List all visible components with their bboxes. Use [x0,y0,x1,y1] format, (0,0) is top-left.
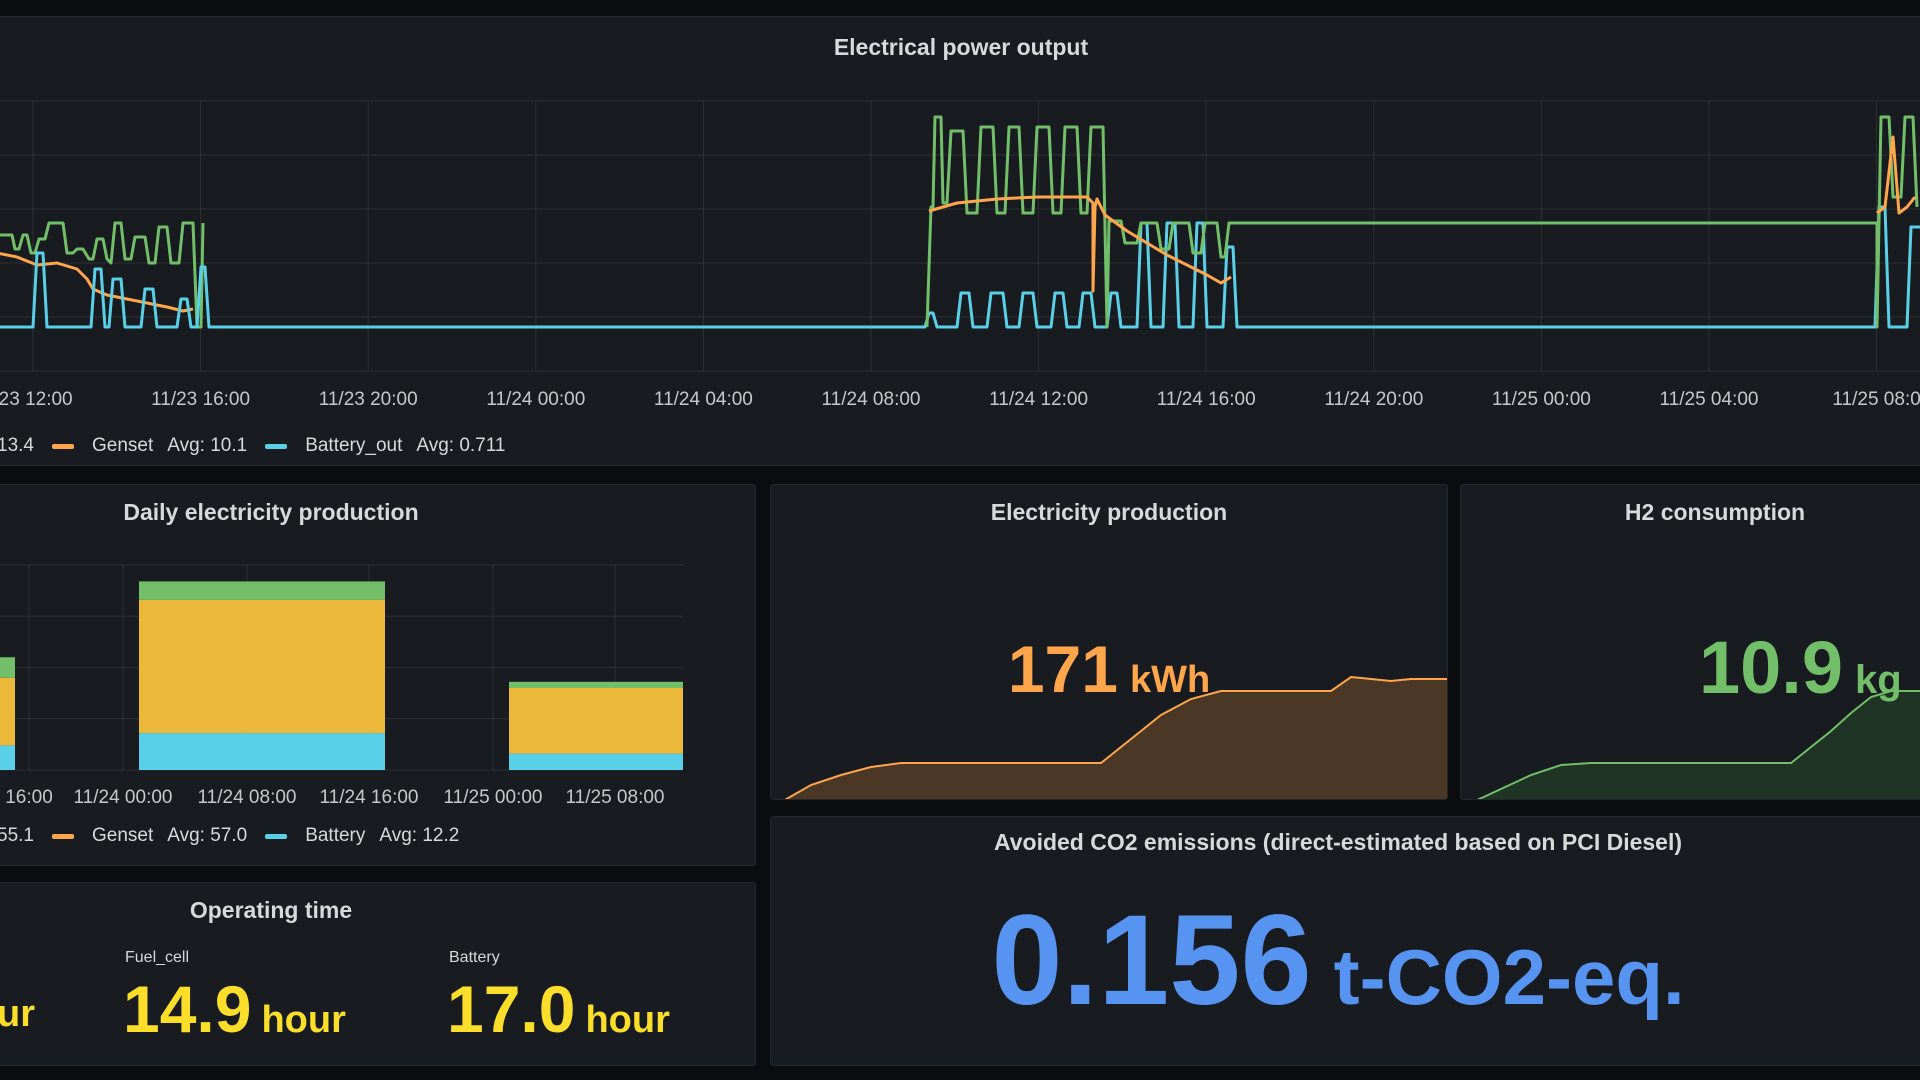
bar-segment-genset [139,599,385,734]
daily-legend: 55.1 Genset Avg: 57.0 Battery Avg: 12.2 [0,825,459,847]
panel-title: Electricity production [990,499,1228,525]
legend-swatch-genset [51,443,74,449]
series-line-genset-b [928,195,1232,293]
x-tick-label: 11/25 08:00 [566,787,665,808]
bar-segment-battery [139,733,385,770]
legend-avg-battery-out: Avg: 0.711 [416,435,506,456]
x-tick-label: 11/25 04:00 [1660,389,1759,410]
stat-unit: ur [0,993,35,1035]
power-output-panel: Electrical power output /23 12:00 11/23 1… [0,16,1920,466]
stat-unit: hour [585,999,670,1041]
panel-title: Daily electricity production [123,499,419,525]
avoided-co2-panel: Avoided CO2 emissions (direct-estimated … [770,816,1920,1066]
legend-swatch-genset [51,833,74,839]
stat-value: 0.156 [991,889,1312,1032]
x-tick-label: 11/23 20:00 [319,389,418,410]
legend-item-fuel-cell: 13.4 [0,435,34,456]
stat-unit: kWh [1129,659,1211,701]
legend-item-fuel-cell: 55.1 [0,825,34,846]
stat-avoided-co2: 0.156 t-CO2-eq. [771,887,1905,1034]
panel-title: H2 consumption [1624,499,1806,525]
legend-avg-battery: Avg: 12.2 [379,825,460,846]
legend-name-battery: Battery [305,825,366,846]
x-tick-label: 16:00 [5,787,53,808]
stat-h2-consumption: 10.9 kg [1699,625,1902,710]
legend-swatch-battery [265,833,288,839]
x-tick-label: 11/25 00:00 [1492,389,1591,410]
operating-time-panel: Operating time ur Fuel_cell 14.9 hour Bat… [0,882,756,1066]
series-line-battery [0,205,1920,329]
power-legend: 13.4 Genset Avg: 10.1 Battery_out Avg: 0… [0,435,505,457]
stat-fuel-cell-hours: 14.9 hour [123,971,346,1047]
operating-time-partial: ur [0,993,35,1036]
bar-segment-fuel-cell [0,657,15,678]
bar-segment-genset [0,677,15,746]
series-line-fuel-cell-b [925,115,1919,329]
legend-name-genset: Genset [91,825,154,846]
x-tick-label: 11/24 04:00 [654,389,753,410]
series-line-genset [0,252,194,313]
stat-unit: kg [1855,658,1902,702]
stat-electricity-production: 171 kWh [771,631,1447,707]
h2-consumption-panel: H2 consumption 10.9 kg [1460,484,1920,800]
panel-title: Avoided CO2 emissions (direct-estimated … [993,829,1683,855]
x-tick-label: 11/24 12:00 [989,389,1088,410]
legend-name-battery-out: Battery_out [305,435,403,456]
bar-segment-fuel-cell [509,681,683,688]
x-tick-label: 11/25 00:00 [444,787,543,808]
stat-value: 14.9 [123,972,252,1046]
daily-production-chart: 16:00 11/24 00:00 11/24 08:00 11/24 16:00 11… [0,564,683,808]
stat-label-battery: Battery [449,949,500,966]
stat-value: 171 [1007,632,1118,706]
x-tick-label: 11/24 00:00 [74,787,173,808]
x-tick-label: 11/24 00:00 [486,389,585,410]
x-tick-label: 11/24 16:00 [1157,389,1256,410]
electricity-sparkline [784,675,1447,799]
stat-value: 10.9 [1699,626,1844,709]
stat-value: 17.0 [447,972,576,1046]
power-output-chart: /23 12:00 11/23 16:00 11/23 20:00 11/24 00:… [0,100,1920,410]
bar-segment-battery [509,753,683,770]
stat-unit: t-CO2-eq. [1333,933,1685,1021]
stat-label-fuel-cell: Fuel_cell [125,949,190,966]
x-tick-label: 11/25 08:0 [1832,389,1920,410]
series-line-fuel-cell [0,221,205,329]
series-line-genset-c [1876,135,1917,215]
x-tick-label: 11/23 16:00 [151,389,250,410]
x-tick-label: /23 12:00 [0,389,73,410]
electricity-production-panel: Electricity production 171 kWh [770,484,1448,800]
bar-segment-battery [0,745,15,770]
legend-avg-genset: Avg: 57.0 [167,825,248,846]
daily-production-panel: Daily electricity production 16:00 11/24 … [0,484,756,866]
legend-avg-genset: Avg: 10.1 [167,435,248,456]
x-tick-label: 11/24 08:00 [198,787,297,808]
stat-battery-hours: 17.0 hour [447,971,670,1047]
bar-segment-genset [509,688,683,754]
panel-title: Operating time [189,897,353,923]
bar-segment-fuel-cell [139,581,385,600]
x-tick-label: 11/24 16:00 [320,787,419,808]
h2-sparkline [1476,690,1920,799]
x-tick-label: 11/24 20:00 [1324,389,1423,410]
x-tick-label: 11/24 08:00 [822,389,921,410]
panel-title: Electrical power output [833,34,1089,60]
stat-unit: hour [261,999,346,1041]
legend-name-genset: Genset [91,435,154,456]
legend-swatch-battery-out [265,443,288,449]
